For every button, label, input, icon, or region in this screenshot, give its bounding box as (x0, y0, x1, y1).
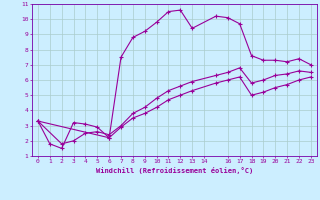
X-axis label: Windchill (Refroidissement éolien,°C): Windchill (Refroidissement éolien,°C) (96, 167, 253, 174)
